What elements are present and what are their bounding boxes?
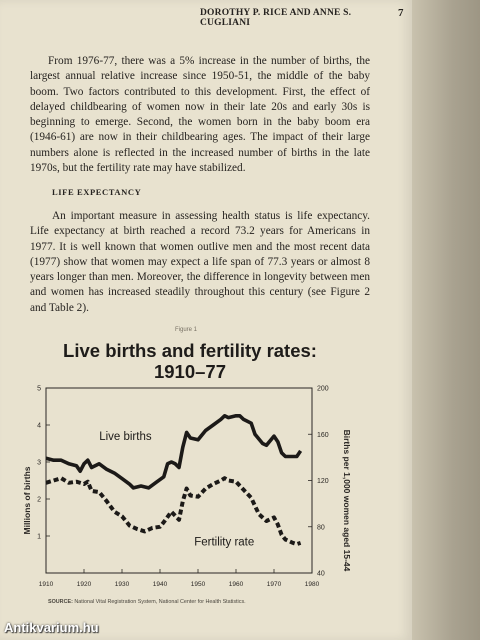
figure-label: Figure 1 bbox=[175, 327, 198, 333]
x-tick-label: 1910 bbox=[39, 581, 54, 588]
x-tick-label: 1950 bbox=[191, 581, 206, 588]
x-tick-label: 1920 bbox=[77, 581, 92, 588]
right-tick-label: 80 bbox=[317, 524, 325, 531]
right-tick-label: 160 bbox=[317, 432, 329, 439]
right-axis-label: Births per 1,000 women aged 15-44 bbox=[342, 430, 352, 572]
x-tick-label: 1960 bbox=[229, 581, 244, 588]
series-label-live-births: Live births bbox=[99, 431, 152, 443]
left-tick-label: 2 bbox=[37, 497, 41, 504]
source-text: National Vital Registration System, Nati… bbox=[74, 599, 246, 605]
right-tick-label: 40 bbox=[317, 571, 325, 578]
series-label-fertility-rate: Fertility rate bbox=[194, 536, 254, 548]
figure-source: SOURCE: National Vital Registration Syst… bbox=[48, 599, 246, 605]
series-line-fertility-rate bbox=[45, 476, 302, 547]
left-tick-label: 3 bbox=[37, 460, 41, 467]
chart: 1910 1920 1930 1940 1950 1960 1970 1980 1 2 3 4 5 40 8… bbox=[22, 386, 352, 589]
section-heading: LIFE EXPECTANCY bbox=[52, 187, 142, 197]
running-head: DOROTHY P. RICE AND ANNE S. CUGLIANI bbox=[200, 8, 352, 28]
page-edge bbox=[412, 0, 480, 640]
right-tick-label: 200 bbox=[317, 386, 329, 393]
figure-title-line-2: 1910–77 bbox=[153, 361, 227, 382]
figure-title-line-1: Live births and fertility rates: bbox=[63, 340, 317, 361]
left-axis-label: Millions of births bbox=[22, 466, 32, 534]
plot-frame bbox=[45, 387, 313, 574]
watermark: Antikvarium.hu bbox=[4, 620, 99, 635]
left-tick-label: 5 bbox=[37, 386, 41, 393]
source-label: SOURCE: bbox=[48, 599, 73, 605]
left-tick-label: 4 bbox=[37, 423, 41, 430]
series-line-live-births bbox=[45, 414, 303, 490]
book-page bbox=[0, 0, 412, 640]
paragraph-births: From 1976-77, there was a 5% increase in… bbox=[30, 55, 370, 175]
paragraph-life-expectancy: An important measure in assessing health… bbox=[30, 210, 370, 314]
left-tick-label: 1 bbox=[37, 534, 41, 541]
x-tick-label: 1930 bbox=[115, 581, 130, 588]
figure-title: Live births and fertility rates: 1910–77 bbox=[40, 340, 340, 382]
page-number: 7 bbox=[398, 7, 404, 19]
x-tick-label: 1940 bbox=[153, 581, 168, 588]
x-tick-label: 1970 bbox=[267, 581, 282, 588]
right-tick-label: 120 bbox=[317, 478, 329, 485]
x-tick-label: 1980 bbox=[305, 581, 320, 588]
